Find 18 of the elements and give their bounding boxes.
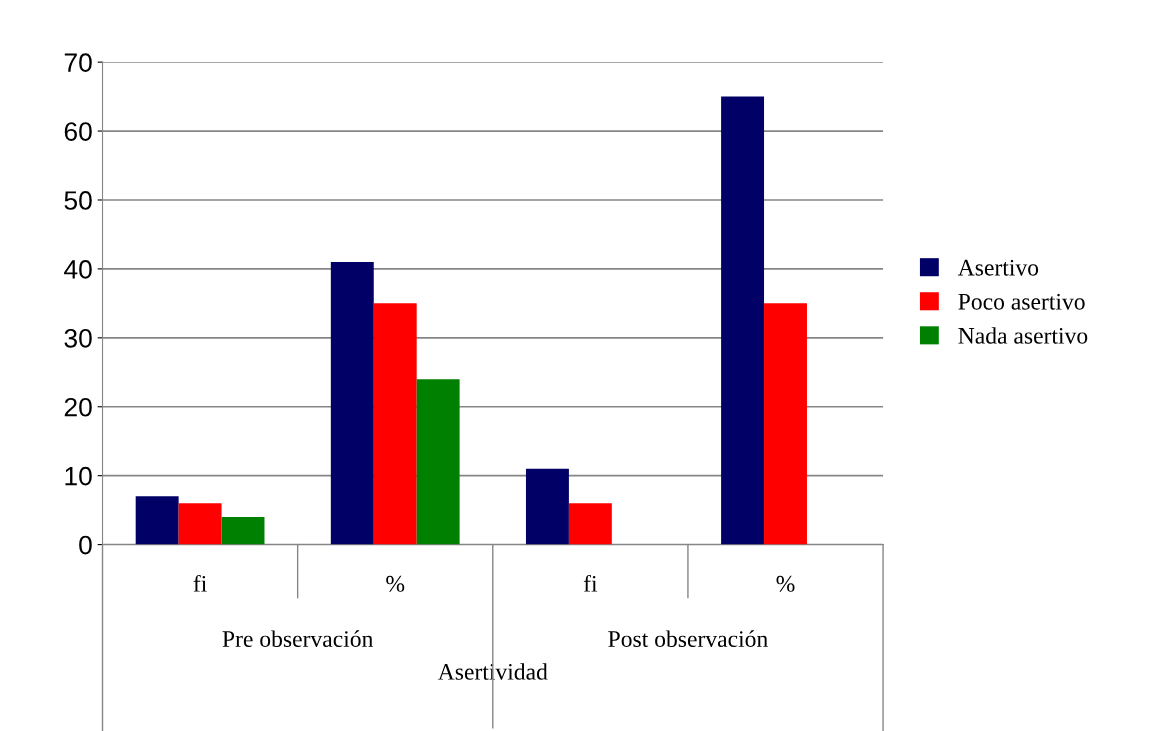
y-tick-label: 40 — [64, 260, 92, 279]
x-axis-title: Asertividad — [437, 663, 548, 680]
y-tick-label: 10 — [65, 466, 92, 486]
x-tick-label: fi — [193, 574, 207, 592]
x-tick-label: % — [776, 575, 795, 592]
x-tick-label: fi — [583, 574, 598, 592]
y-tick-label: 60 — [64, 122, 92, 141]
y-tick-label: 0 — [79, 535, 92, 555]
text: Pre observación — [222, 630, 374, 647]
x-tick-label: % — [386, 575, 405, 592]
y-tick-label: 20 — [64, 397, 92, 417]
y-tick-label: 30 — [64, 328, 92, 348]
y-tick-label: 70 — [64, 53, 92, 72]
legend-label: Nada asertivo — [958, 327, 1088, 344]
legend-label: Asertivo — [957, 259, 1039, 276]
y-tick-label: 50 — [64, 191, 92, 210]
legend-label: Poco asertivo — [958, 293, 1085, 310]
text: Post observación — [608, 630, 768, 647]
